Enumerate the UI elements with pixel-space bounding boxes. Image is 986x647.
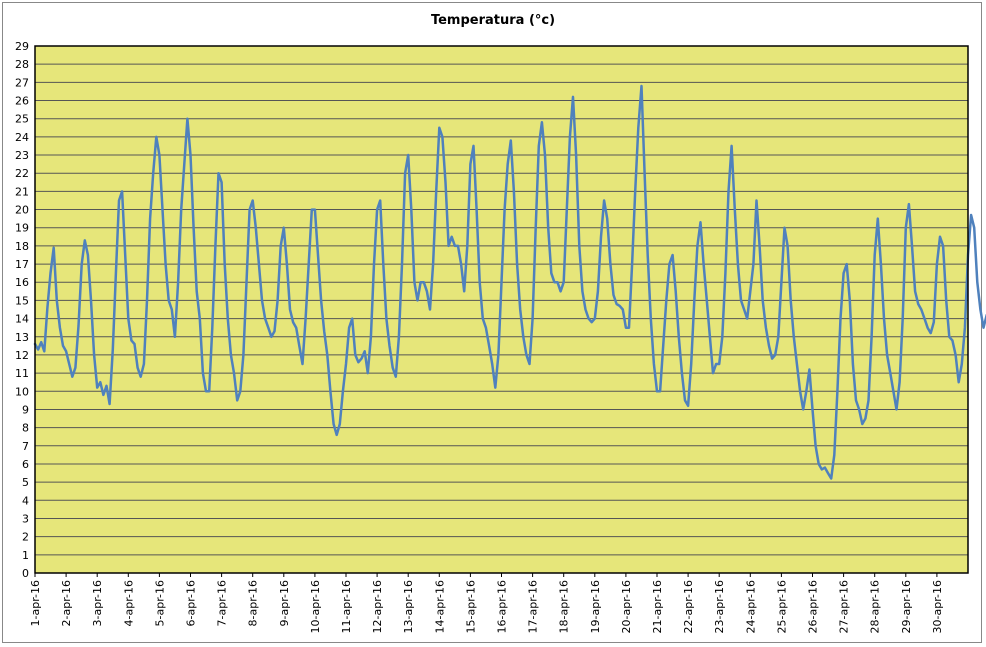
x-tick-label: 1-apr-16 bbox=[29, 580, 42, 626]
plot-border bbox=[34, 45, 969, 574]
x-tick-label: 10-apr-16 bbox=[309, 580, 322, 633]
y-tick-label: 8 bbox=[22, 422, 29, 435]
x-tick-label: 23-apr-16 bbox=[713, 580, 726, 633]
x-tick-label: 15-apr-16 bbox=[464, 580, 477, 633]
y-tick-label: 16 bbox=[15, 276, 29, 289]
y-tick-label: 13 bbox=[15, 331, 29, 344]
x-tick-label: 6-apr-16 bbox=[185, 580, 198, 626]
y-tick-label: 6 bbox=[22, 458, 29, 471]
y-tick-label: 5 bbox=[22, 476, 29, 489]
x-tick-label: 21-apr-16 bbox=[651, 580, 664, 633]
x-tick-label: 26-apr-16 bbox=[807, 580, 820, 633]
y-tick-label: 10 bbox=[15, 385, 29, 398]
y-tick-label: 20 bbox=[15, 204, 29, 217]
y-tick-label: 3 bbox=[22, 512, 29, 525]
y-tick-label: 17 bbox=[15, 258, 29, 271]
x-axis-ticks: 1-apr-16 2-apr-16 3-apr-16 4-apr-16 5-apr-16… bbox=[29, 573, 944, 633]
x-tick-label: 7-apr-16 bbox=[216, 580, 229, 626]
y-tick-label: 1 bbox=[22, 549, 29, 562]
y-tick-label: 21 bbox=[15, 185, 29, 198]
y-tick-label: 25 bbox=[15, 113, 29, 126]
y-tick-label: 22 bbox=[15, 167, 29, 180]
y-tick-label: 23 bbox=[15, 149, 29, 162]
x-tick-label: 19-apr-16 bbox=[589, 580, 602, 633]
x-tick-label: 3-apr-16 bbox=[91, 580, 104, 626]
chart-title: Temperatura (°c) bbox=[430, 13, 556, 28]
x-tick-label: 8-apr-16 bbox=[247, 580, 260, 626]
x-tick-label: 29-apr-16 bbox=[900, 580, 913, 633]
y-tick-label: 26 bbox=[15, 95, 29, 108]
y-tick-label: 2 bbox=[22, 531, 29, 544]
series-line bbox=[33, 84, 986, 480]
x-tick-label: 4-apr-16 bbox=[122, 580, 135, 626]
y-tick-label: 14 bbox=[15, 313, 29, 326]
x-tick-label: 17-apr-16 bbox=[527, 580, 540, 633]
y-tick-label: 28 bbox=[15, 58, 29, 71]
y-tick-label: 27 bbox=[15, 76, 29, 89]
y-tick-label: 29 bbox=[15, 40, 29, 53]
y-tick-label: 11 bbox=[15, 367, 29, 380]
x-tick-label: 22-apr-16 bbox=[682, 580, 695, 633]
x-tick-label: 30-apr-16 bbox=[931, 580, 944, 633]
y-tick-label: 4 bbox=[22, 494, 29, 507]
y-tick-label: 0 bbox=[22, 567, 29, 580]
y-tick-label: 19 bbox=[15, 222, 29, 235]
x-tick-label: 28-apr-16 bbox=[869, 580, 882, 633]
x-tick-label: 5-apr-16 bbox=[153, 580, 166, 626]
y-tick-label: 12 bbox=[15, 349, 29, 362]
x-tick-label: 25-apr-16 bbox=[775, 580, 788, 633]
x-tick-label: 24-apr-16 bbox=[744, 580, 757, 633]
y-tick-label: 24 bbox=[15, 131, 29, 144]
y-tick-label: 7 bbox=[22, 440, 29, 453]
x-tick-label: 12-apr-16 bbox=[371, 580, 384, 633]
x-tick-label: 20-apr-16 bbox=[620, 580, 633, 633]
y-tick-label: 15 bbox=[15, 294, 29, 307]
x-tick-label: 16-apr-16 bbox=[496, 580, 509, 633]
x-tick-label: 27-apr-16 bbox=[838, 580, 851, 633]
x-tick-label: 11-apr-16 bbox=[340, 580, 353, 633]
x-tick-label: 18-apr-16 bbox=[558, 580, 571, 633]
x-tick-label: 14-apr-16 bbox=[433, 580, 446, 633]
x-tick-label: 13-apr-16 bbox=[402, 580, 415, 633]
x-tick-label: 9-apr-16 bbox=[278, 580, 291, 626]
y-tick-label: 18 bbox=[15, 240, 29, 253]
y-axis-ticks: 0123456789101112131415161718192021222324… bbox=[15, 40, 29, 580]
y-tick-label: 9 bbox=[22, 403, 29, 416]
x-tick-label: 2-apr-16 bbox=[60, 580, 73, 626]
